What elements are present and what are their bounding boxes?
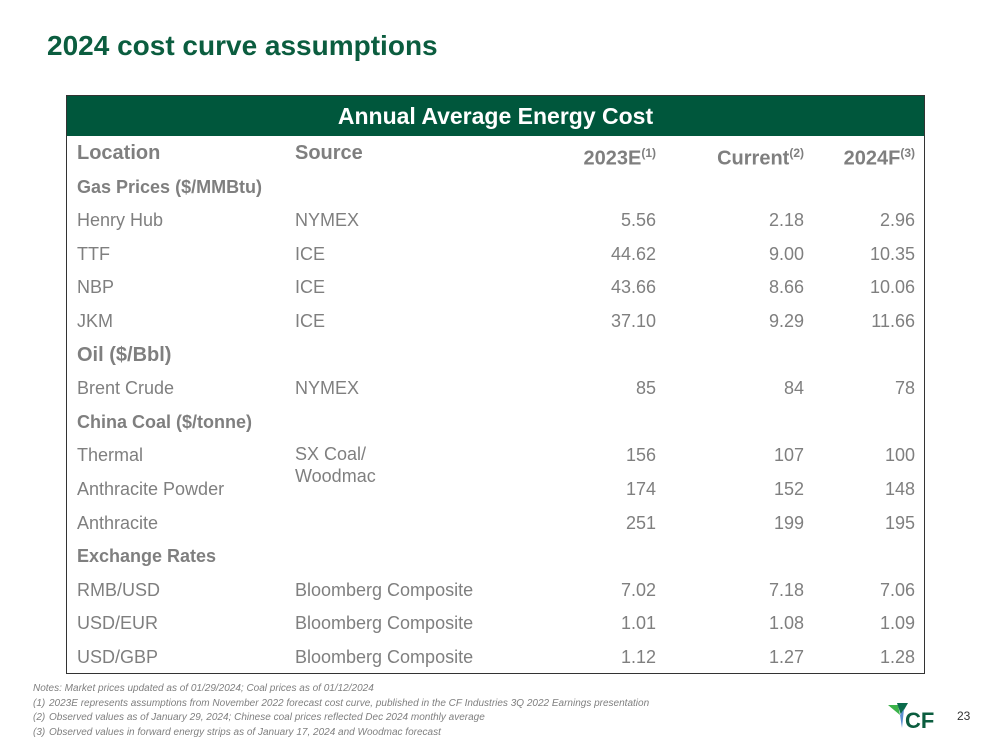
- cell-2023e: 1.01: [620, 613, 656, 634]
- table-header-row: Location Source 2023E(1) Current(2) 2024…: [67, 137, 924, 171]
- header-2024f: 2024F(3): [843, 146, 915, 170]
- section-label: Oil ($/Bbl): [77, 343, 172, 366]
- cell-location: USD/EUR: [77, 613, 159, 634]
- table-row: TTF ICE 44.62 9.00 10.35: [67, 238, 924, 272]
- cell-source: NYMEX: [295, 210, 360, 231]
- svg-text:CF: CF: [905, 708, 934, 731]
- header-2023e: 2023E(1): [583, 146, 656, 170]
- cell-2024f: 195: [884, 512, 915, 533]
- footnote-item: (1) 2023E represents assumptions from Nov…: [33, 697, 650, 709]
- cell-location: Thermal: [77, 445, 144, 466]
- header-location: Location: [77, 142, 161, 164]
- table-row: USD/GBP Bloomberg Composite 1.12 1.27 1.…: [67, 641, 924, 675]
- cell-2023e: 43.66: [610, 277, 656, 298]
- table-row: Anthracite Powder 174 152 148: [67, 473, 924, 507]
- cell-source: ICE: [295, 277, 326, 298]
- coal-source-cell: SX Coal/Woodmac: [295, 444, 376, 487]
- cell-2023e: 1.12: [620, 647, 656, 667]
- cell-location: TTF: [77, 243, 110, 264]
- cell-2024f: 10.06: [869, 277, 915, 298]
- footnotes: Notes: Market prices updated as of 01/29…: [33, 682, 649, 740]
- cell-current: 107: [773, 445, 804, 466]
- cell-2024f: 11.66: [871, 311, 915, 331]
- cell-2023e: 37.10: [610, 311, 656, 331]
- cell-current: 84: [783, 378, 804, 399]
- table-row: Brent Crude NYMEX 85 84 78: [67, 372, 924, 406]
- cell-2023e: 156: [625, 445, 656, 466]
- cell-source: ICE: [295, 243, 326, 264]
- table-row: NBP ICE 43.66 8.66 10.06: [67, 271, 924, 305]
- table-row: RMB/USD Bloomberg Composite 7.02 7.18 7.…: [67, 574, 924, 608]
- cell-location: Henry Hub: [77, 210, 164, 231]
- table-row: Henry Hub NYMEX 5.56 2.18 2.96: [67, 204, 924, 238]
- section-label: Gas Prices ($/MMBtu): [77, 176, 263, 197]
- cell-current: 8.66: [768, 277, 804, 298]
- cell-2023e: 85: [635, 378, 656, 399]
- section-label: China Coal ($/tonne): [77, 411, 252, 432]
- cell-2024f: 7.06: [879, 579, 915, 600]
- cell-2024f: 1.28: [879, 647, 915, 667]
- table-row: Anthracite 251 199 195: [67, 507, 924, 541]
- cell-source: NYMEX: [295, 378, 360, 399]
- header-current: Current(2): [717, 146, 804, 170]
- table-caption: Annual Average Energy Cost: [67, 96, 924, 136]
- cell-source: Bloomberg Composite: [295, 579, 474, 600]
- cell-2024f: 1.09: [879, 613, 915, 634]
- cell-location: JKM: [77, 311, 113, 331]
- cell-location: Anthracite Powder: [77, 479, 225, 499]
- cf-logo-icon: CF: [888, 703, 934, 731]
- cell-current: 152: [773, 479, 804, 499]
- page-title: 2024 cost curve assumptions: [47, 30, 438, 61]
- header-source: Source: [295, 142, 363, 164]
- cell-location: RMB/USD: [77, 579, 161, 600]
- table-row: JKM ICE 37.10 9.29 11.66: [67, 305, 924, 339]
- cell-location: Anthracite: [77, 512, 159, 533]
- table-row: Thermal 156 107 100: [67, 439, 924, 473]
- cell-current: 9.29: [768, 311, 804, 331]
- cell-current: 7.18: [768, 579, 804, 600]
- notes-main: Notes: Market prices updated as of 01/29…: [33, 683, 374, 694]
- footnote-item: (3) Observed values in forward energy str…: [33, 726, 441, 738]
- cell-2023e: 5.56: [620, 210, 656, 231]
- cell-2024f: 100: [884, 445, 915, 466]
- section-row: Exchange Rates: [67, 540, 924, 574]
- cell-current: 1.27: [768, 647, 804, 667]
- cell-source: Bloomberg Composite: [295, 613, 474, 634]
- cell-2023e: 7.02: [620, 579, 656, 600]
- cell-current: 2.18: [768, 210, 804, 231]
- section-row: Gas Prices ($/MMBtu): [67, 171, 924, 205]
- section-row: Oil ($/Bbl): [67, 339, 924, 373]
- cell-2023e: 174: [625, 479, 656, 499]
- footnote-item: (2) Observed values as of January 29, 202…: [33, 712, 485, 723]
- cell-2023e: 44.62: [610, 243, 656, 264]
- cell-2023e: 251: [625, 512, 656, 533]
- cell-2024f: 78: [894, 378, 915, 399]
- section-label: Exchange Rates: [77, 546, 217, 567]
- cell-current: 199: [773, 512, 804, 533]
- page-number: 23: [957, 709, 971, 723]
- cell-2024f: 2.96: [879, 210, 915, 231]
- cell-2024f: 10.35: [869, 243, 915, 264]
- cell-location: NBP: [77, 277, 115, 298]
- section-row: China Coal ($/tonne): [67, 406, 924, 440]
- cell-current: 1.08: [768, 613, 804, 634]
- table-row: USD/EUR Bloomberg Composite 1.01 1.08 1.…: [67, 607, 924, 641]
- cell-source: Bloomberg Composite: [295, 647, 474, 667]
- cell-location: Brent Crude: [77, 378, 175, 399]
- cell-2024f: 148: [884, 479, 915, 499]
- energy-cost-table: Annual Average Energy Cost Location Sour…: [66, 95, 925, 674]
- cell-location: USD/GBP: [77, 647, 159, 667]
- cell-current: 9.00: [768, 243, 804, 264]
- cell-source: ICE: [295, 311, 326, 331]
